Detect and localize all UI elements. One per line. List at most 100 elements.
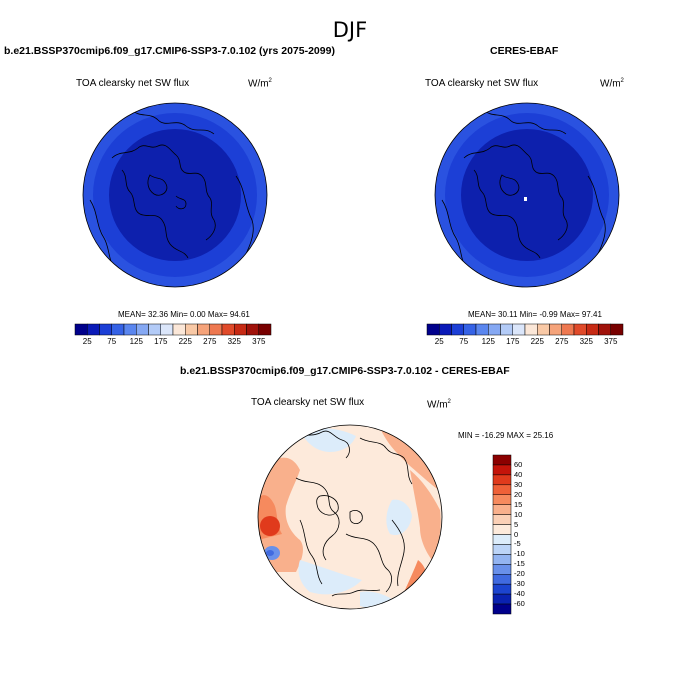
colorbar1: [74, 323, 272, 336]
colorbar3-box-9: [492, 544, 512, 555]
colorbar3-tick-label: 40: [514, 469, 523, 479]
colorbar2-box-2: [451, 323, 464, 336]
panel1-variable: TOA clearsky net SW flux: [76, 78, 190, 89]
colorbar1-box-5: [136, 323, 149, 336]
colorbar1-box-3: [111, 323, 125, 336]
colorbar2-box-7: [512, 323, 526, 336]
colorbar1-box-13: [234, 323, 247, 336]
panel1-stats: MEAN= 32.36 Min= 0.00 Max= 94.61: [118, 310, 250, 319]
colorbar2-tick-label: 225: [530, 337, 544, 346]
colorbar3-tick-label: -20: [514, 569, 525, 579]
colorbar1-box-4: [123, 323, 137, 336]
colorbar2-box-12: [573, 323, 587, 336]
colorbar3-box-11: [492, 564, 512, 575]
colorbar1-box-8: [172, 323, 186, 336]
colorbar3-box-15: [492, 603, 512, 615]
colorbar2-tick-label: 25: [434, 337, 444, 346]
colorbar2: [426, 323, 624, 336]
colorbar1-box-6: [148, 323, 161, 336]
colorbar3-tick-label: 10: [514, 509, 523, 519]
map2-missing-pixel: [524, 197, 527, 201]
colorbar3-box-10: [492, 554, 512, 565]
colorbar2-box-15: [610, 323, 624, 336]
map1: [82, 102, 268, 288]
colorbar3-box-4: [492, 494, 512, 505]
panel1-title: b.e21.BSSP370cmip6.f09_g17.CMIP6-SSP3-7.…: [4, 45, 335, 57]
colorbar2-tick-label: 325: [579, 337, 593, 346]
map3-coastlines: [291, 430, 413, 597]
panel2-stats: MEAN= 30.11 Min= -0.99 Max= 97.41: [468, 310, 602, 319]
colorbar1-box-9: [185, 323, 198, 336]
panel1-units: W/m2: [248, 78, 272, 90]
panel2-units: W/m2: [600, 78, 624, 90]
map2: [434, 102, 620, 288]
colorbar3-tick-label: 15: [514, 499, 523, 509]
colorbar2-box-5: [488, 323, 501, 336]
colorbar3-tick-label: -30: [514, 579, 525, 589]
colorbar1-box-10: [197, 323, 210, 336]
colorbar3-box-6: [492, 514, 512, 525]
colorbar1-tick-label: 125: [129, 337, 143, 346]
colorbar3-tick-label: 5: [514, 519, 519, 529]
colorbar3-box-1: [492, 464, 512, 476]
colorbar3-box-14: [492, 593, 512, 605]
colorbar1-tick-label: 75: [107, 337, 117, 346]
colorbar1-box-14: [246, 323, 259, 336]
colorbar1-tick-label: 325: [227, 337, 241, 346]
colorbar2-box-11: [561, 323, 575, 336]
colorbar3-box-7: [492, 524, 512, 535]
colorbar1-box-15: [258, 323, 272, 336]
colorbar1-box-7: [160, 323, 174, 336]
colorbar2-box-8: [524, 323, 538, 336]
colorbar3-box-12: [492, 574, 512, 585]
colorbar3-tick-label: 60: [514, 459, 523, 469]
colorbar2-tick-label: 75: [459, 337, 469, 346]
colorbar2-tick-label: 375: [604, 337, 618, 346]
colorbar2-tick-label: 175: [506, 337, 520, 346]
colorbar3: [492, 454, 512, 615]
colorbar3-tick-label: 0: [514, 529, 519, 539]
panel2-variable: TOA clearsky net SW flux: [425, 78, 539, 89]
colorbar2-box-0: [426, 323, 440, 336]
panel3-stats: MIN = -16.29 MAX = 25.16: [458, 431, 554, 440]
colorbar1-box-1: [87, 323, 100, 336]
colorbar1-box-0: [74, 323, 88, 336]
colorbar3-box-2: [492, 474, 512, 486]
colorbar1-box-11: [209, 323, 223, 336]
map3: [257, 424, 443, 610]
colorbar2-box-14: [598, 323, 611, 336]
colorbar3-tick-label: -60: [514, 599, 525, 609]
colorbar2-box-13: [586, 323, 599, 336]
colorbar2-tick-label: 125: [481, 337, 495, 346]
colorbar1-tick-label: 175: [154, 337, 168, 346]
colorbar1-tick-label: 375: [252, 337, 266, 346]
map2-coastlines: [441, 109, 606, 271]
colorbar1-box-2: [99, 323, 112, 336]
colorbar3-tick-label: -10: [514, 549, 525, 559]
colorbar3-tick-label: 20: [514, 489, 523, 499]
colorbar3-tick-label: 30: [514, 479, 523, 489]
colorbar3-box-0: [492, 454, 512, 466]
colorbar2-tick-label: 275: [555, 337, 569, 346]
colorbar3-box-8: [492, 534, 512, 545]
colorbar2-box-6: [500, 323, 513, 336]
colorbar3-tick-label: -40: [514, 589, 525, 599]
colorbar1-tick-label: 275: [203, 337, 217, 346]
colorbar2-box-4: [475, 323, 489, 336]
panel3-title: b.e21.BSSP370cmip6.f09_g17.CMIP6-SSP3-7.…: [180, 365, 510, 377]
colorbar1-tick-label: 25: [82, 337, 92, 346]
colorbar2-box-9: [537, 323, 550, 336]
panel2-title: CERES-EBAF: [490, 45, 559, 57]
colorbar1-box-12: [221, 323, 235, 336]
season-title: DJF: [332, 18, 368, 42]
colorbar3-tick-label: -15: [514, 559, 525, 569]
colorbar1-tick-label: 225: [178, 337, 192, 346]
colorbar3-tick-label: -5: [514, 539, 521, 549]
colorbar3-box-5: [492, 504, 512, 515]
map2-ring-inner: [461, 129, 593, 261]
colorbar3-box-13: [492, 583, 512, 595]
panel3-variable: TOA clearsky net SW flux: [251, 397, 365, 408]
map1-ring-inner: [109, 129, 241, 261]
colorbar3-box-3: [492, 484, 512, 495]
